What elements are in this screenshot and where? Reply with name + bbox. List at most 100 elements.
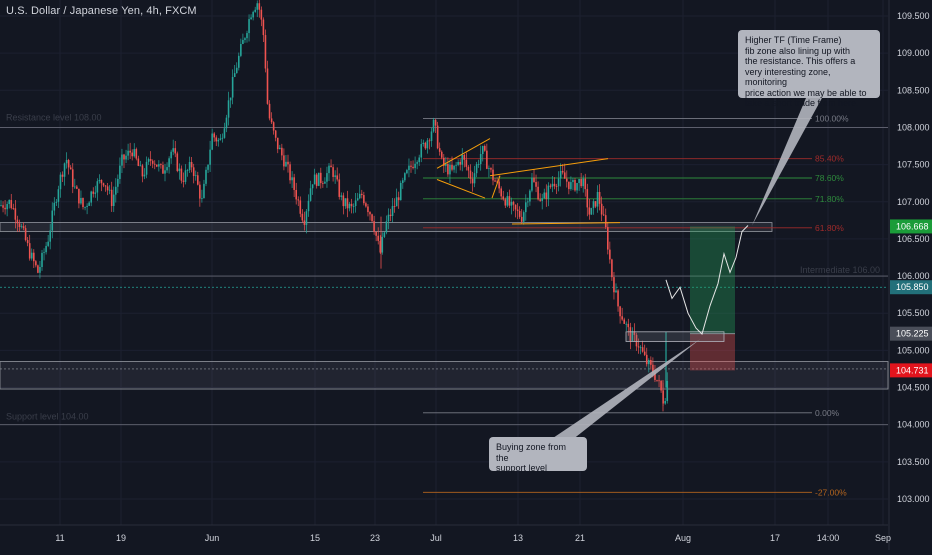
- projection-path[interactable]: [665, 225, 749, 335]
- candle-body: [594, 201, 597, 207]
- price-badge[interactable]: [890, 363, 932, 378]
- candle-body: [297, 199, 300, 201]
- candle-body: [479, 154, 482, 165]
- candle-body: [49, 230, 51, 242]
- candle-body: [211, 133, 213, 150]
- price-axis-tick: 105.500: [897, 308, 930, 318]
- candle-body: [279, 147, 281, 150]
- candle-body: [609, 249, 611, 260]
- entry-zone-box[interactable]: [625, 331, 725, 342]
- candle-body: [568, 181, 570, 190]
- candle-body: [586, 189, 589, 208]
- candle-body: [457, 161, 459, 165]
- candle-body: [96, 181, 99, 193]
- candle-body: [205, 169, 207, 184]
- candle-body: [383, 232, 386, 237]
- candle-body: [252, 11, 254, 18]
- candle-body: [455, 164, 457, 166]
- support-annotation[interactable]: Buying zone from the support level: [489, 437, 587, 473]
- candle-body: [354, 200, 357, 207]
- candle-body: [309, 188, 312, 201]
- candle-body: [188, 162, 191, 171]
- candle-body: [440, 151, 443, 158]
- candle-body: [322, 183, 324, 184]
- trendline[interactable]: [489, 158, 609, 177]
- candle-body: [658, 380, 660, 382]
- candle-body: [102, 183, 105, 186]
- candle-body: [94, 192, 97, 194]
- candle-body: [350, 203, 353, 207]
- price-badge[interactable]: [890, 219, 932, 234]
- candle-body: [559, 170, 562, 179]
- candle-body: [141, 165, 144, 177]
- sr-level-caption: Resistance level 108.00: [6, 112, 102, 122]
- candle-body: [588, 207, 591, 215]
- candle-body: [149, 159, 152, 161]
- candle-body: [303, 220, 306, 225]
- candle-body: [486, 150, 488, 169]
- candle-body: [143, 174, 146, 177]
- candle-body: [112, 194, 115, 207]
- support-zone-box[interactable]: [0, 361, 889, 390]
- candle-body: [295, 189, 297, 200]
- resistance-annotation[interactable]: Higher TF (Time Frame) fib zone also lin…: [738, 30, 880, 108]
- trendline[interactable]: [436, 138, 491, 169]
- trendline[interactable]: [511, 222, 621, 225]
- candle-body: [80, 197, 82, 204]
- candle-body: [190, 162, 193, 168]
- candle-body: [145, 161, 148, 175]
- candle-body: [426, 140, 429, 149]
- candle-body: [342, 195, 345, 207]
- price-badge[interactable]: [890, 326, 932, 341]
- candle-body: [86, 205, 88, 208]
- candle-body: [471, 178, 474, 184]
- candle-body: [488, 168, 490, 169]
- candle-body: [219, 138, 222, 140]
- candle-body: [131, 152, 133, 157]
- candle-body: [459, 161, 461, 165]
- candle-body: [254, 9, 256, 12]
- candle-body: [416, 162, 418, 164]
- candle-body: [424, 142, 427, 149]
- candle-body: [98, 179, 101, 182]
- position-stop-zone[interactable]: [690, 333, 735, 371]
- price-axis-tick: 106.000: [897, 271, 930, 281]
- candle-body: [436, 125, 439, 149]
- candle-body: [215, 137, 218, 142]
- candle-body: [324, 181, 326, 184]
- candle-body: [393, 206, 396, 207]
- candle-body: [410, 165, 412, 167]
- candle-body: [617, 290, 619, 307]
- candle-body: [203, 183, 205, 199]
- candle-body: [580, 179, 582, 187]
- trendline[interactable]: [436, 179, 486, 199]
- position-target-zone[interactable]: [690, 226, 735, 334]
- time-axis-label: 11: [55, 533, 64, 543]
- candle-body: [578, 179, 580, 184]
- candle-body: [24, 228, 27, 241]
- price-badge-label: 104.731: [896, 365, 929, 375]
- candle-body: [635, 334, 638, 347]
- candle-body: [160, 164, 162, 166]
- candle-body: [22, 226, 25, 229]
- candle-body: [529, 190, 531, 202]
- price-badge[interactable]: [890, 280, 932, 295]
- candle-body: [69, 167, 72, 170]
- candle-body: [543, 192, 546, 199]
- candle-body: [660, 380, 662, 391]
- candle-body: [447, 163, 449, 175]
- candle-body: [531, 177, 533, 191]
- candle-body: [37, 265, 39, 273]
- candle-body: [402, 180, 404, 183]
- candle-body: [547, 185, 550, 200]
- candle-body: [645, 354, 648, 365]
- candle-body: [59, 174, 62, 190]
- candle-body: [270, 118, 273, 123]
- candle-body: [0, 205, 2, 207]
- candle-body: [12, 208, 15, 209]
- candle-body: [389, 214, 392, 216]
- trendline[interactable]: [491, 175, 501, 199]
- time-axis-label: 21: [575, 533, 585, 543]
- candle-body: [615, 290, 617, 293]
- candle-body: [598, 191, 601, 204]
